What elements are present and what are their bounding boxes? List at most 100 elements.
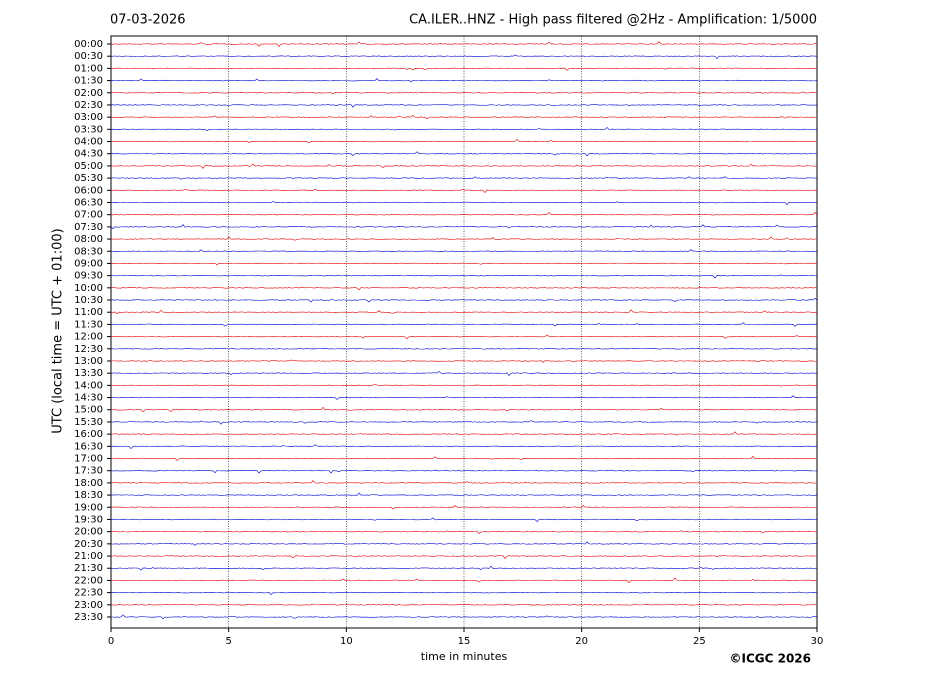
y-tick-label: 16:00 xyxy=(74,429,103,440)
trace xyxy=(110,115,818,120)
y-tick-label: 18:30 xyxy=(74,490,103,501)
y-tick-label: 21:30 xyxy=(74,563,103,574)
trace xyxy=(110,236,818,241)
y-tick-label: 14:00 xyxy=(74,380,103,391)
trace xyxy=(110,359,818,363)
y-tick-label: 12:00 xyxy=(74,332,103,343)
y-tick-label: 00:00 xyxy=(74,39,103,50)
trace xyxy=(110,322,818,327)
y-tick-label: 04:30 xyxy=(74,149,103,160)
y-tick-label: 19:00 xyxy=(74,502,103,513)
y-tick-label: 14:30 xyxy=(74,393,103,404)
trace xyxy=(110,176,818,180)
y-tick-label: 22:30 xyxy=(74,588,103,599)
y-tick-label: 11:00 xyxy=(74,307,103,318)
trace xyxy=(110,297,818,303)
trace xyxy=(110,104,818,108)
date-title: 07-03-2026 xyxy=(110,13,186,28)
y-tick-label: 19:30 xyxy=(74,514,103,525)
y-tick-label: 10:00 xyxy=(74,283,103,294)
y-tick-label: 06:30 xyxy=(74,197,103,208)
y-tick-label: 05:30 xyxy=(74,173,103,184)
x-tick-label: 5 xyxy=(225,636,231,647)
trace xyxy=(110,188,818,194)
y-tick-label: 07:00 xyxy=(74,210,103,221)
y-axis-label: UTC (local time = UTC + 01:00) xyxy=(51,228,66,433)
x-tick-label: 30 xyxy=(811,636,824,647)
trace xyxy=(110,384,818,387)
y-tick-label: 22:00 xyxy=(74,575,103,586)
y-tick-label: 07:30 xyxy=(74,222,103,233)
trace xyxy=(110,127,818,132)
y-tick-label: 20:00 xyxy=(74,527,103,538)
trace xyxy=(110,334,818,340)
trace xyxy=(110,455,818,461)
trace xyxy=(110,262,818,266)
trace xyxy=(110,41,818,47)
trace xyxy=(110,78,818,83)
y-tick-label: 15:30 xyxy=(74,417,103,428)
y-tick-label: 16:30 xyxy=(74,441,103,452)
trace xyxy=(110,517,818,523)
y-tick-label: 15:00 xyxy=(74,405,103,416)
y-tick-label: 01:00 xyxy=(74,63,103,74)
y-tick-label: 20:30 xyxy=(74,539,103,550)
trace xyxy=(110,604,818,606)
x-tick-label: 20 xyxy=(575,636,588,647)
trace xyxy=(110,287,818,291)
trace xyxy=(110,614,818,620)
y-tick-label: 08:00 xyxy=(74,234,103,245)
y-tick-label: 02:30 xyxy=(74,100,103,111)
trace xyxy=(110,492,818,497)
trace xyxy=(110,54,818,60)
trace xyxy=(110,591,818,596)
trace xyxy=(110,395,818,400)
trace xyxy=(110,224,818,229)
trace xyxy=(110,530,818,534)
trace xyxy=(110,470,818,474)
x-tick-label: 0 xyxy=(108,636,114,647)
trace xyxy=(110,309,818,315)
x-tick-label: 10 xyxy=(340,636,353,647)
y-tick-label: 18:00 xyxy=(74,478,103,489)
y-tick-label: 17:30 xyxy=(74,466,103,477)
y-tick-label: 12:30 xyxy=(74,344,103,355)
y-tick-label: 08:30 xyxy=(74,246,103,257)
trace xyxy=(110,371,818,377)
trace xyxy=(110,444,818,450)
trace xyxy=(110,577,818,584)
trace xyxy=(110,211,818,216)
y-tick-label: 06:00 xyxy=(74,185,103,196)
trace xyxy=(110,274,818,279)
trace xyxy=(110,541,818,546)
trace xyxy=(110,420,818,425)
y-tick-label: 05:00 xyxy=(74,161,103,172)
trace xyxy=(110,139,818,144)
trace xyxy=(110,67,818,71)
trace xyxy=(110,555,818,559)
y-tick-label: 13:30 xyxy=(74,368,103,379)
x-tick-label: 15 xyxy=(458,636,471,647)
y-tick-label: 00:30 xyxy=(74,51,103,62)
y-tick-label: 23:30 xyxy=(74,612,103,623)
y-tick-label: 17:00 xyxy=(74,454,103,465)
chart-title: CA.ILER..HNZ - High pass filtered @2Hz -… xyxy=(409,13,817,28)
trace xyxy=(110,504,818,510)
y-tick-label: 11:30 xyxy=(74,319,103,330)
y-tick-label: 21:00 xyxy=(74,551,103,562)
trace xyxy=(110,151,818,157)
y-tick-label: 13:00 xyxy=(74,356,103,367)
trace xyxy=(110,480,818,484)
y-tick-label: 03:00 xyxy=(74,112,103,123)
trace xyxy=(110,431,818,436)
trace xyxy=(110,249,818,253)
y-tick-label: 02:00 xyxy=(74,88,103,99)
y-tick-label: 01:30 xyxy=(74,76,103,87)
credit: ©ICGC 2026 xyxy=(729,652,811,666)
y-tick-label: 09:00 xyxy=(74,258,103,269)
x-tick-label: 25 xyxy=(693,636,706,647)
y-tick-label: 10:30 xyxy=(74,295,103,306)
trace xyxy=(110,348,818,350)
y-tick-label: 23:00 xyxy=(74,600,103,611)
